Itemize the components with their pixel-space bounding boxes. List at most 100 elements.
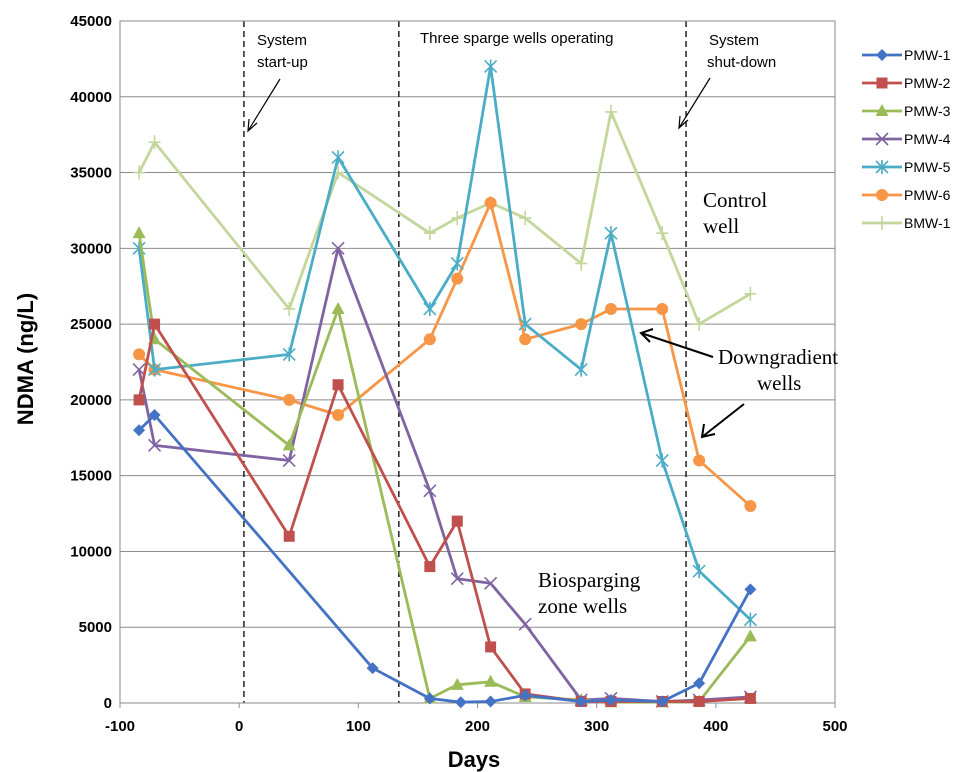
data-point-pmw-2	[149, 318, 161, 330]
legend-item-bmw-1: BMW-1	[862, 215, 951, 231]
data-point-pmw-4	[423, 484, 437, 498]
data-point-pmw-6	[423, 333, 436, 346]
annotation-control-line1: Control	[703, 188, 767, 212]
startup-arrow	[247, 78, 281, 133]
data-point-pmw-4	[331, 241, 345, 255]
data-point-pmw-2	[332, 379, 344, 391]
phase-divider-lines	[243, 21, 687, 703]
y-tick-label: 15000	[70, 468, 112, 485]
x-tick-label: 100	[346, 718, 371, 735]
y-tick-label: 35000	[70, 165, 112, 182]
annotation-downgradient-line1: Downgradient	[718, 345, 838, 369]
data-point-pmw-1	[454, 696, 467, 709]
data-point-pmw-3	[282, 438, 296, 451]
data-point-pmw-6	[519, 333, 532, 346]
annotation-downgradient-line2: wells	[757, 371, 801, 395]
data-point-pmw-3	[132, 226, 146, 239]
x-tick-label: 200	[465, 718, 490, 735]
data-point-pmw-5	[331, 150, 345, 165]
data-point-pmw-5	[423, 301, 437, 316]
data-point-pmw-2	[744, 692, 756, 704]
y-tick-label: 10000	[70, 543, 112, 560]
y-tick-label: 25000	[70, 316, 112, 333]
data-point-pmw-6	[575, 318, 588, 331]
data-point-pmw-6	[332, 409, 345, 422]
x-axis-title: Days	[448, 747, 501, 772]
data-point-bmw-1	[283, 301, 296, 316]
legend-label-pmw-1: PMW-1	[904, 47, 951, 63]
x-tick-label: -100	[105, 718, 135, 735]
data-point-pmw-6	[604, 302, 617, 315]
data-point-pmw-5	[692, 564, 706, 579]
data-point-pmw-1	[423, 692, 436, 705]
data-point-pmw-1	[604, 693, 617, 706]
legend-marker-pmw-6	[876, 189, 888, 201]
shutdown-arrow	[678, 77, 711, 130]
data-point-pmw-3	[743, 629, 757, 642]
data-point-pmw-1	[484, 695, 497, 708]
data-point-pmw-6	[656, 302, 669, 315]
data-point-pmw-2	[283, 530, 295, 542]
data-point-bmw-1	[604, 104, 617, 119]
legend-item-pmw-5: PMW-5	[862, 159, 951, 175]
annotation-shutdown-line1: System	[709, 32, 759, 49]
annotation-startup-line1: System	[257, 32, 307, 49]
gridlines	[120, 20, 835, 628]
legend-item-pmw-6: PMW-6	[862, 187, 951, 203]
data-point-bmw-1	[423, 226, 436, 241]
y-tick-label: 5000	[79, 619, 112, 636]
data-point-pmw-6	[484, 196, 497, 209]
data-point-pmw-3	[484, 674, 498, 687]
legend-marker-pmw-3	[875, 104, 889, 116]
y-tick-label: 40000	[70, 89, 112, 106]
legend: PMW-1 PMW-2 PMW-3 PMW-4 PMW-5 PMW-6 BMW-1	[862, 47, 951, 231]
annotation-operating: Three sparge wells operating	[420, 30, 613, 47]
data-point-pmw-4	[450, 572, 464, 586]
legend-item-pmw-1: PMW-1	[862, 47, 951, 63]
legend-marker-pmw-1	[876, 49, 888, 61]
data-point-pmw-4	[147, 438, 162, 452]
data-point-bmw-1	[575, 256, 588, 271]
legend-label-bmw-1: BMW-1	[904, 215, 951, 231]
data-point-bmw-1	[451, 211, 464, 226]
data-point-pmw-6	[283, 393, 296, 406]
x-tick-label: 400	[703, 718, 728, 735]
data-point-pmw-5	[574, 362, 588, 377]
data-point-pmw-1	[744, 583, 757, 596]
series-pmw-1	[133, 409, 757, 709]
data-point-pmw-5	[518, 317, 532, 332]
series-pmw-2	[133, 318, 756, 707]
data-point-pmw-1	[519, 689, 532, 702]
legend-marker-pmw-5	[875, 160, 889, 174]
data-point-pmw-2	[451, 515, 463, 527]
data-point-bmw-1	[656, 226, 669, 241]
data-point-pmw-3	[331, 301, 345, 314]
data-point-pmw-6	[693, 454, 706, 467]
legend-marker-pmw-2	[876, 77, 888, 89]
annotation-arrows	[247, 77, 745, 439]
data-point-pmw-2	[133, 394, 145, 406]
data-point-pmw-6	[133, 348, 146, 361]
data-point-pmw-1	[656, 695, 669, 708]
data-point-pmw-2	[485, 641, 497, 653]
axis-tick-labels: 0500010000150002000025000300003500040000…	[70, 13, 847, 735]
data-series	[132, 59, 757, 709]
data-point-pmw-5	[655, 453, 669, 468]
data-point-bmw-1	[744, 286, 757, 301]
data-point-pmw-1	[133, 424, 146, 437]
legend-item-pmw-4: PMW-4	[862, 131, 951, 147]
data-point-pmw-1	[575, 695, 588, 708]
legend-marker-bmw-1	[876, 216, 888, 230]
data-point-pmw-1	[148, 409, 161, 422]
y-tick-label: 30000	[70, 240, 112, 257]
data-point-pmw-4	[518, 617, 532, 631]
series-pmw-5	[132, 59, 757, 627]
x-tick-label: 0	[235, 718, 243, 735]
data-point-pmw-2	[693, 695, 705, 707]
y-tick-label: 0	[104, 695, 112, 712]
legend-label-pmw-3: PMW-3	[904, 103, 951, 119]
series-line-pmw-4	[137, 246, 751, 703]
annotation-startup-line2: start-up	[257, 54, 308, 71]
data-point-pmw-3	[450, 677, 464, 690]
